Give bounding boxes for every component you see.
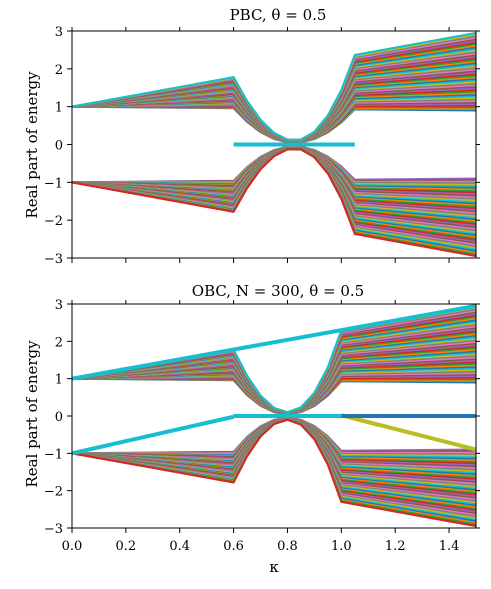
obc-y-tick-label: −1	[44, 447, 63, 462]
obc-x-tick-label: 1.0	[331, 539, 352, 554]
obc-panel: OBC, N = 300, θ = 0.5 Real part of energ…	[23, 282, 480, 576]
pbc-y-axis-label: Real part of energy	[23, 71, 41, 219]
pbc-y-tick-label: −3	[44, 252, 63, 267]
obc-x-tick-label: 1.2	[385, 539, 406, 554]
obc-y-tick-label: 1	[55, 373, 63, 388]
obc-edge-state-line	[340, 413, 477, 452]
obc-x-tick-label: 0.0	[62, 539, 83, 554]
obc-y-tick-label: −3	[44, 522, 63, 537]
obc-y-tick-label: 0	[55, 410, 63, 425]
pbc-panel: PBC, θ = 0.5 Real part of energy 3 2 1 0 −1 −…	[23, 6, 480, 267]
obc-panel-title: OBC, N = 300, θ = 0.5	[192, 282, 364, 300]
obc-x-axis-label: κ	[269, 558, 279, 576]
pbc-y-tick-label: 1	[55, 101, 63, 116]
pbc-y-tick-label: 0	[55, 139, 63, 154]
pbc-y-tick-label: −2	[44, 214, 63, 229]
obc-x-tick-label: 0.2	[116, 539, 137, 554]
pbc-spectrum-series	[71, 31, 477, 258]
obc-x-tick-label: 1.4	[439, 539, 460, 554]
obc-axis-ticks: 0.0 0.2 0.4 0.6 0.8 1.0 1.2 1.4 3 2 1 0 −1 −2 −3	[44, 298, 480, 554]
pbc-y-tick-label: 3	[55, 25, 63, 40]
obc-lower-band-line	[71, 418, 477, 528]
obc-y-tick-label: −2	[44, 485, 63, 500]
obc-y-tick-label: 3	[55, 298, 63, 313]
pbc-panel-title: PBC, θ = 0.5	[230, 6, 327, 24]
pbc-y-tick-label: 2	[55, 63, 63, 78]
obc-y-tick-label: 2	[55, 335, 63, 350]
obc-x-tick-label: 0.6	[223, 539, 244, 554]
obc-edge-state-line	[71, 303, 477, 381]
pbc-plot-frame	[71, 30, 477, 259]
obc-x-tick-label: 0.8	[277, 539, 298, 554]
obc-x-tick-label: 0.4	[169, 539, 190, 554]
obc-plot-frame	[71, 303, 477, 529]
pbc-axis-ticks: 3 2 1 0 −1 −2 −3	[44, 25, 480, 267]
pbc-lower-band-line	[71, 148, 477, 258]
obc-spectrum-series	[71, 303, 477, 528]
pbc-upper-band-line	[71, 31, 477, 141]
obc-y-axis-label: Real part of energy	[23, 340, 41, 488]
obc-edge-state-line	[71, 414, 235, 456]
pbc-y-tick-label: −1	[44, 176, 63, 191]
